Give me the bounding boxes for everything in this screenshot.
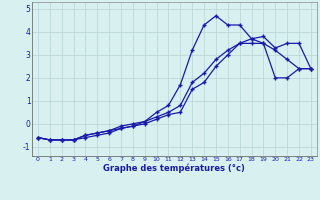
X-axis label: Graphe des températures (°c): Graphe des températures (°c) xyxy=(103,164,245,173)
